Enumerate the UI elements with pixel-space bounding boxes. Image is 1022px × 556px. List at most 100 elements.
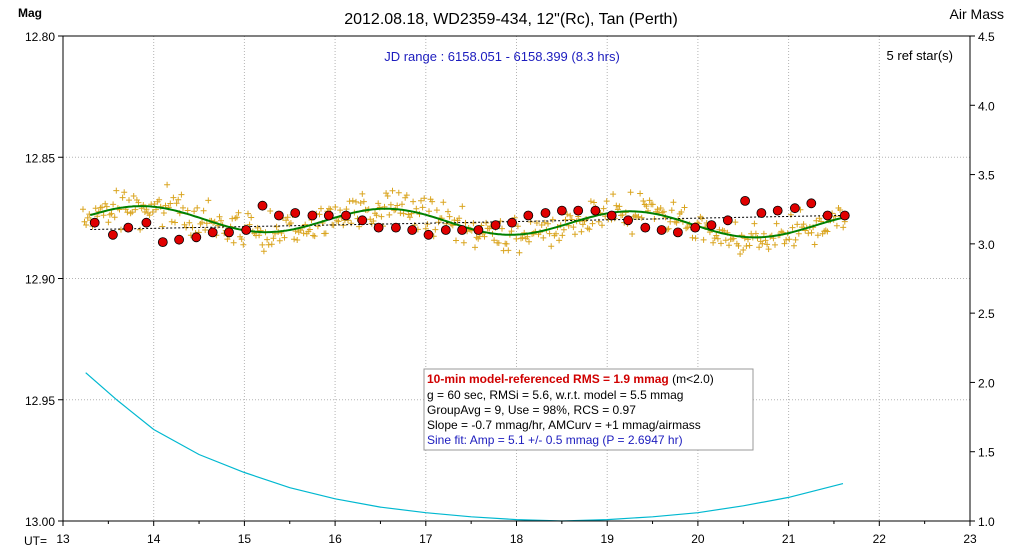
raw-point — [668, 207, 675, 214]
binned-point — [207, 227, 218, 238]
x-tick-label: 18 — [510, 532, 524, 546]
raw-point — [660, 208, 667, 215]
raw-point — [284, 214, 291, 221]
raw-point — [424, 221, 431, 228]
raw-point — [357, 200, 364, 206]
raw-point — [248, 214, 255, 221]
raw-point — [349, 197, 356, 204]
binned-point — [740, 195, 750, 206]
raw-point — [619, 212, 626, 218]
y-tick-label: 12.85 — [25, 151, 55, 165]
raw-point — [737, 251, 744, 257]
raw-point — [783, 236, 790, 243]
raw-point — [233, 214, 240, 221]
binned-point — [341, 210, 351, 221]
raw-point — [735, 242, 742, 249]
raw-point — [378, 213, 385, 220]
raw-point — [421, 195, 428, 202]
raw-point — [514, 223, 521, 230]
binned-point — [473, 225, 484, 235]
raw-point — [191, 208, 198, 215]
raw-point — [700, 236, 707, 243]
binned-point — [174, 234, 185, 245]
y2-tick-label: 3.5 — [978, 169, 995, 183]
raw-point — [553, 230, 559, 237]
raw-point — [781, 240, 788, 247]
y2-tick-label: 1.0 — [978, 515, 995, 529]
raw-point — [360, 198, 367, 205]
x-tick-label: 16 — [328, 532, 342, 546]
raw-point — [287, 220, 294, 226]
y2-tick-label: 2.0 — [978, 376, 995, 390]
raw-point — [814, 232, 821, 239]
binned-point — [523, 210, 534, 221]
slope-trend-line — [90, 214, 844, 231]
binned-point — [390, 222, 401, 233]
y2-axis-label: Air Mass — [950, 6, 1004, 22]
x-tick-label: 13 — [56, 532, 70, 546]
model-fit — [89, 205, 844, 239]
raw-point — [268, 241, 275, 248]
binned-point — [457, 225, 468, 235]
raw-point — [294, 237, 301, 243]
raw-point — [375, 200, 382, 207]
raw-point — [791, 242, 797, 249]
x-tick-label: 23 — [963, 532, 977, 546]
raw-point — [119, 194, 126, 201]
binned-point — [89, 217, 100, 228]
raw-point — [184, 207, 191, 214]
airmass-curve — [85, 372, 844, 522]
raw-point — [194, 204, 201, 211]
raw-point — [548, 243, 555, 250]
raw-point — [760, 230, 767, 237]
binned-point — [290, 208, 301, 218]
raw-point — [105, 219, 112, 226]
raw-point — [599, 222, 605, 229]
raw-point — [773, 220, 780, 227]
raw-point — [240, 241, 247, 248]
raw-point — [118, 226, 124, 233]
raw-point — [132, 206, 139, 213]
raw-point — [180, 204, 186, 211]
raw-point — [505, 247, 512, 254]
info-box-frame — [423, 368, 754, 451]
binned-point — [440, 225, 451, 235]
raw-point — [137, 226, 144, 233]
raw-point — [419, 204, 426, 211]
raw-point — [499, 225, 505, 232]
raw-point — [386, 211, 393, 218]
chart-title: 2012.08.18, WD2359-434, 12"(Rc), Tan (Pe… — [344, 11, 678, 28]
raw-point — [491, 237, 498, 244]
raw-point — [578, 228, 585, 235]
info-line-2: g = 60 sec, RMSi = 5.6, w.r.t. model = 5… — [427, 388, 683, 402]
raw-point — [389, 187, 396, 194]
raw-point — [673, 219, 680, 226]
binned-point — [241, 225, 252, 235]
raw-point — [178, 191, 185, 198]
binned-point — [490, 220, 501, 231]
raw-point — [335, 218, 342, 225]
binned-point — [606, 210, 617, 221]
raw-point — [399, 201, 405, 208]
binned-point — [706, 220, 717, 231]
raw-point — [740, 247, 747, 253]
raw-point — [373, 212, 380, 219]
raw-point — [422, 225, 429, 232]
raw-point — [256, 232, 263, 239]
binned-point — [822, 210, 833, 221]
info-box: 10-min model-referenced RMS = 1.9 mmag (… — [423, 368, 754, 451]
binned-point — [323, 210, 334, 221]
raw-point — [556, 237, 563, 244]
y-tick-label: 13.00 — [25, 515, 55, 529]
raw-point — [164, 181, 171, 188]
raw-point — [559, 232, 566, 239]
raw-point — [235, 209, 242, 216]
raw-point — [610, 191, 617, 198]
raw-point — [570, 224, 577, 231]
raw-point — [264, 236, 271, 243]
raw-point — [267, 208, 274, 214]
raw-point — [149, 209, 156, 215]
jd-range-text: JD range : 6158.051 - 6158.399 (8.3 hrs) — [384, 49, 620, 64]
raw-point — [516, 249, 523, 256]
raw-point — [811, 241, 818, 248]
